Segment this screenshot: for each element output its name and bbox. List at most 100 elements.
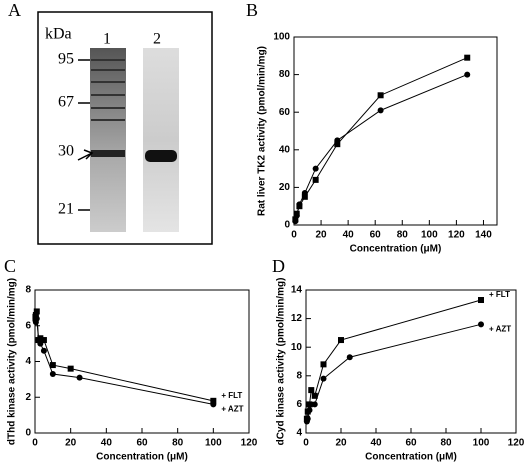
point [311, 401, 318, 408]
series-line [306, 323, 482, 422]
point [210, 401, 217, 408]
point [33, 308, 40, 315]
gel-lane [143, 48, 179, 232]
series-line [294, 57, 468, 220]
y-tick-label: 20 [279, 182, 291, 193]
y-tick-label: 8 [25, 285, 31, 296]
y-tick-label: 6 [25, 320, 31, 331]
plot-frame [305, 289, 517, 434]
x-tick-label: 80 [397, 230, 409, 241]
series-line [34, 311, 214, 402]
x-tick-label: 0 [303, 438, 309, 449]
x-tick-label: 100 [473, 438, 490, 449]
point [320, 375, 327, 382]
point [377, 92, 384, 99]
point [37, 340, 44, 347]
x-axis-label: Concentration (μM) [350, 244, 442, 255]
y-tick-label: 4 [296, 428, 302, 439]
x-tick-label: 120 [508, 438, 525, 449]
point [40, 347, 47, 354]
point [67, 365, 74, 372]
gel-band [91, 150, 125, 157]
series-label: + FLT [489, 290, 510, 299]
point [464, 54, 471, 61]
point [308, 387, 315, 394]
y-tick-label: 60 [279, 107, 291, 118]
x-tick-label: 60 [370, 230, 382, 241]
x-tick-label: 40 [343, 230, 355, 241]
point [292, 218, 299, 225]
gel-bands [91, 59, 125, 121]
x-tick-label: 100 [421, 230, 438, 241]
x-tick-label: 80 [440, 438, 452, 449]
y-tick-label: 100 [273, 32, 290, 43]
point [334, 137, 341, 144]
point [49, 371, 56, 378]
point [478, 297, 484, 304]
point [32, 312, 39, 319]
point [301, 190, 308, 197]
marker-label: 67 [58, 94, 74, 111]
x-tick-label: 80 [172, 438, 184, 449]
point [478, 321, 484, 328]
plot-frame [293, 36, 498, 226]
lane-label: 1 [103, 31, 111, 48]
x-tick-label: 120 [241, 438, 258, 449]
point [320, 361, 327, 368]
y-tick-label: 0 [25, 428, 31, 439]
y-axis-label: Rat liver TK2 activity (pmol/min/mg) [257, 46, 268, 216]
y-tick-label: 12 [291, 313, 303, 324]
point [334, 141, 341, 148]
point [311, 392, 318, 399]
x-tick-label: 20 [65, 438, 77, 449]
point [346, 354, 353, 361]
series-label: + AZT [221, 405, 243, 414]
x-tick-label: 40 [370, 438, 382, 449]
y-tick-label: 0 [284, 220, 290, 231]
panel-label: C [4, 256, 16, 276]
marker-label: 21 [58, 201, 74, 218]
series-line [306, 299, 482, 419]
x-tick-label: 20 [316, 230, 328, 241]
series-label: + FLT [221, 391, 242, 400]
point [301, 193, 308, 200]
x-tick-label: 100 [205, 438, 222, 449]
point [312, 176, 319, 183]
point [312, 165, 319, 172]
y-axis-label: dCyd kinase activity (pmol/min/mg) [276, 278, 287, 446]
x-tick-label: 60 [136, 438, 148, 449]
marker-ticks [77, 59, 94, 211]
y-axis-label: dThd kinase activity (pmol/min/mg) [7, 278, 18, 445]
y-tick-label: 6 [296, 399, 302, 410]
x-tick-label: 0 [291, 230, 297, 241]
y-tick-label: 14 [291, 285, 303, 296]
point [293, 212, 300, 219]
x-tick-label: 60 [405, 438, 417, 449]
x-axis-label: Concentration (μM) [365, 452, 457, 463]
gel-band [145, 150, 177, 162]
y-tick-label: 4 [25, 356, 31, 367]
point [304, 415, 311, 422]
x-tick-label: 0 [32, 438, 38, 449]
series-line [34, 318, 214, 405]
panel-label: A [8, 0, 21, 20]
point [377, 107, 384, 114]
marker-label: 30 [58, 143, 74, 160]
point [306, 407, 313, 414]
lane-label: 2 [153, 31, 161, 48]
x-tick-label: 120 [448, 230, 465, 241]
panel-label: B [246, 0, 258, 20]
point [338, 337, 344, 344]
y-tick-label: 2 [25, 392, 31, 403]
y-tick-label: 80 [279, 69, 291, 80]
y-tick-label: 8 [296, 370, 302, 381]
point [76, 374, 83, 381]
plot-frame [34, 289, 250, 434]
x-axis-label: Concentration (μM) [96, 452, 188, 463]
y-tick-label: 40 [279, 144, 291, 155]
point [296, 201, 303, 208]
point [210, 397, 217, 404]
series-label: + AZT [489, 324, 511, 333]
gel-panel: kDa 1 2 95 67 30 21 [37, 11, 213, 245]
